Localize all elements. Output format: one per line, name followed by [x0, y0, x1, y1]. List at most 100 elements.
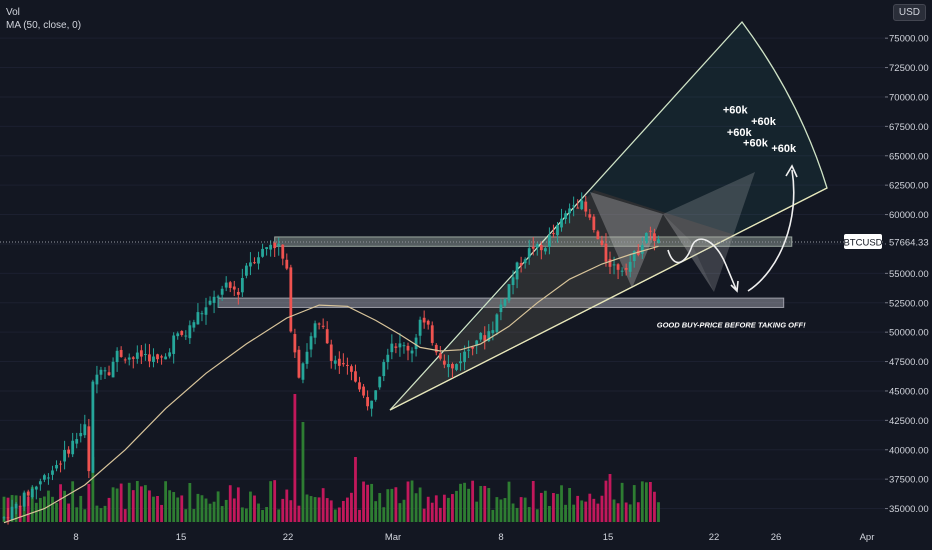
price-axis[interactable]: 35000.00 37500.00 40000.00 42500.00 45000.00… — [885, 0, 932, 550]
candle-body — [135, 352, 139, 359]
volume-bar — [240, 507, 244, 522]
volume-bar — [337, 507, 341, 522]
candle-body — [539, 245, 543, 251]
candle-body — [176, 333, 180, 337]
candle-body — [232, 286, 236, 290]
candle-body — [34, 486, 38, 490]
volume-bar — [99, 508, 103, 522]
volume-bar — [249, 491, 252, 522]
price-tick-label: 52500.00 — [889, 298, 929, 309]
volume-bar — [30, 486, 34, 522]
time-tick-label: 22 — [709, 532, 720, 543]
currency-button[interactable]: USD — [892, 4, 926, 21]
volume-bar — [317, 497, 321, 522]
price-tick-label: 60000.00 — [889, 210, 929, 221]
drawing-shapes — [389, 20, 828, 411]
candle-body — [653, 233, 656, 241]
candle-body — [63, 449, 66, 462]
candle-body — [6, 517, 10, 519]
volume-bar — [475, 501, 479, 522]
time-tick-label: 8 — [73, 532, 78, 543]
symbol-tag-bg — [844, 234, 882, 250]
candle-body — [568, 208, 571, 214]
volume-bar — [309, 496, 313, 522]
volume-bar — [596, 503, 600, 522]
pattern-triangle — [590, 192, 663, 288]
candle-body — [366, 397, 369, 407]
down-path-arrow — [667, 238, 737, 290]
candle-body — [204, 307, 208, 315]
candle-body — [572, 205, 576, 207]
candle-body — [556, 225, 559, 236]
legend-moving-average[interactable]: MA (50, close, 0) — [6, 20, 82, 31]
candle-body — [358, 382, 361, 390]
candle-body — [224, 282, 228, 288]
volume-bar — [644, 482, 648, 522]
volume-bar — [236, 487, 240, 522]
volume-bar — [2, 496, 6, 522]
volume-bar — [269, 481, 273, 522]
candle-body — [467, 349, 470, 351]
candle-body — [228, 282, 232, 288]
candle-body — [119, 349, 123, 357]
candle-body — [253, 262, 256, 264]
grid-lines — [0, 37, 885, 510]
volume-bar — [576, 495, 580, 522]
candle-body — [10, 506, 14, 520]
volume-bar — [422, 508, 426, 522]
volume-bar — [620, 482, 624, 522]
volume-bar — [192, 509, 196, 522]
volume-bar — [160, 504, 163, 522]
volume-bar — [63, 490, 66, 522]
volume-bar — [139, 486, 143, 522]
candle-body — [99, 369, 103, 375]
candle-body — [71, 440, 75, 455]
volume-bar — [313, 497, 317, 522]
price-tick-label: 55000.00 — [889, 269, 929, 280]
candle-body — [515, 262, 519, 280]
volume-bar — [184, 509, 188, 522]
time-axis[interactable]: 8 15 22 Mar 8 15 22 26 Apr — [0, 526, 885, 550]
candle-body — [471, 346, 475, 349]
candle-body — [192, 322, 196, 328]
volume-bar — [511, 503, 515, 522]
volume-bar — [495, 497, 499, 522]
candle-body — [293, 334, 297, 353]
candle-body — [519, 262, 523, 266]
candle-body — [289, 267, 293, 332]
candle-body — [200, 313, 204, 315]
candle-body — [127, 357, 131, 360]
legend-volume[interactable]: Vol — [6, 7, 20, 18]
volume-bar — [91, 457, 95, 522]
candle-body — [59, 463, 62, 465]
candle-body — [632, 251, 636, 262]
candle-body — [487, 331, 491, 342]
volume-bar — [374, 501, 378, 522]
candle-body — [43, 475, 46, 480]
target-label: +60k — [723, 104, 749, 116]
volume-bar — [414, 493, 418, 522]
projection-arrows — [667, 164, 798, 293]
volume-bar — [144, 485, 147, 522]
candle-body — [576, 207, 580, 209]
time-tick-label: 8 — [498, 532, 503, 543]
candle-body — [354, 371, 357, 382]
candle-body — [426, 320, 430, 325]
candle-body — [329, 344, 333, 361]
volume-bar — [608, 474, 612, 522]
volume-bar — [628, 504, 632, 522]
candle-body — [418, 319, 422, 336]
volume-bar — [321, 488, 325, 522]
candle-body — [18, 505, 22, 507]
candle-body — [644, 232, 648, 243]
volume-bar — [305, 494, 309, 522]
volume-bar — [34, 502, 38, 522]
volume-bar — [471, 480, 475, 522]
volume-bar — [115, 488, 119, 522]
candle-body — [495, 314, 499, 332]
candle-body — [608, 259, 612, 267]
volume-bar — [362, 481, 365, 522]
candle-body — [548, 235, 551, 247]
candle-body — [313, 323, 317, 338]
